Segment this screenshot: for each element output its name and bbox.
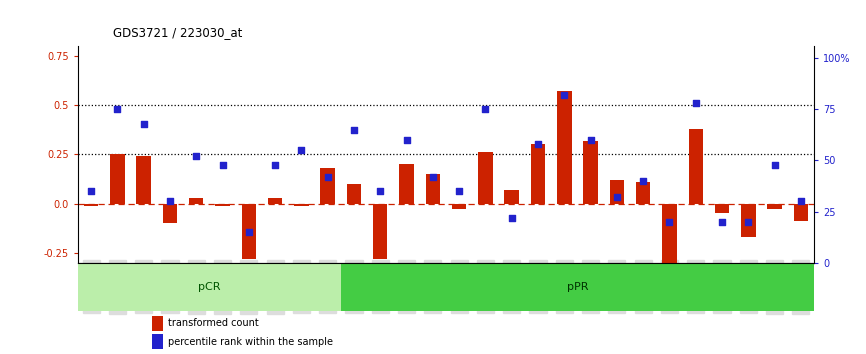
Bar [163, 204, 178, 223]
Point [662, 219, 676, 225]
Point [637, 178, 650, 184]
Point [216, 162, 229, 167]
Bar [557, 91, 572, 204]
Point [399, 137, 413, 143]
Text: transformed count: transformed count [168, 319, 258, 329]
Point [320, 174, 334, 180]
Bar [478, 152, 493, 204]
Point [794, 199, 808, 204]
Bar [741, 204, 755, 237]
Point [347, 127, 361, 133]
Bar [452, 204, 467, 210]
Point [452, 188, 466, 194]
Point [190, 154, 204, 159]
Bar [767, 204, 782, 210]
Bar [320, 168, 335, 204]
Bar [189, 198, 204, 204]
Point [767, 162, 781, 167]
Bar [294, 204, 308, 206]
Bar [505, 190, 519, 204]
Point [111, 107, 125, 112]
Point [558, 92, 572, 98]
Bar [688, 129, 703, 204]
Point [163, 199, 177, 204]
Text: pCR: pCR [198, 282, 221, 292]
Text: GDS3721 / 223030_at: GDS3721 / 223030_at [113, 26, 242, 39]
Bar [425, 174, 440, 204]
Bar [531, 144, 546, 204]
Text: pPR: pPR [566, 282, 588, 292]
Bar [84, 204, 99, 206]
Point [531, 141, 545, 147]
Bar [78, 263, 341, 311]
Bar [610, 180, 624, 204]
Bar [137, 156, 151, 204]
Bar [152, 334, 164, 349]
Bar [346, 184, 361, 204]
Point [242, 229, 255, 235]
Bar [242, 204, 256, 259]
Point [426, 174, 440, 180]
Bar [399, 164, 414, 204]
Bar [268, 198, 282, 204]
Point [294, 147, 308, 153]
Bar [636, 182, 650, 204]
Text: percentile rank within the sample: percentile rank within the sample [168, 337, 333, 347]
Point [715, 219, 729, 225]
Bar [152, 316, 164, 331]
Point [268, 162, 282, 167]
Point [610, 194, 624, 200]
Bar [373, 204, 387, 259]
Point [741, 219, 755, 225]
Bar [341, 263, 814, 311]
Bar [793, 204, 808, 221]
Point [373, 188, 387, 194]
Bar [714, 204, 729, 213]
Point [505, 215, 519, 221]
Bar [662, 204, 676, 263]
Point [584, 137, 598, 143]
Point [137, 121, 151, 126]
Point [688, 101, 702, 106]
Point [479, 107, 493, 112]
Bar [584, 141, 598, 204]
Bar [110, 154, 125, 204]
Point [84, 188, 98, 194]
Bar [216, 204, 229, 206]
